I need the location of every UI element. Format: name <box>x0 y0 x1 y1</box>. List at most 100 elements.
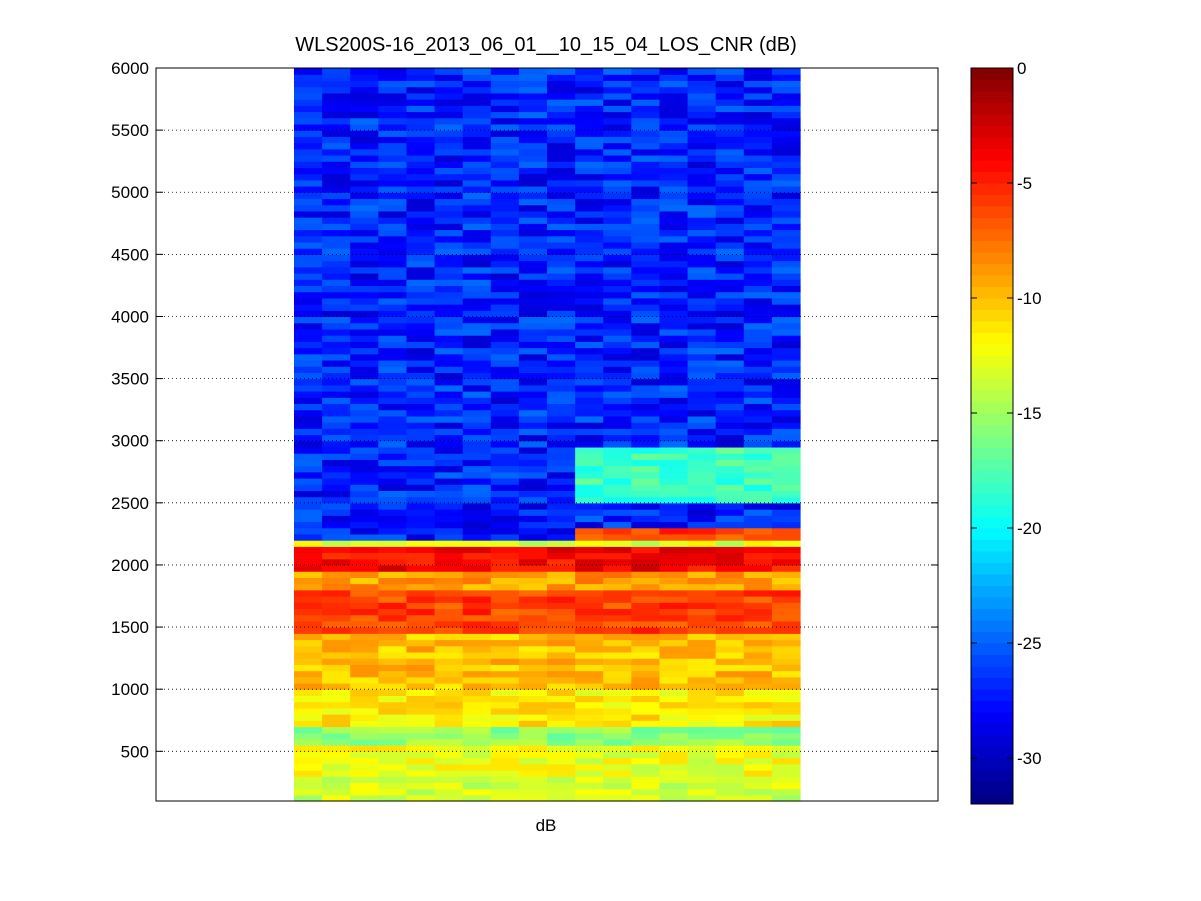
colorbar-swatch <box>971 436 1013 448</box>
heatmap-cell <box>603 353 632 361</box>
heatmap-cell <box>743 409 773 417</box>
heatmap-cell <box>715 409 745 417</box>
heatmap-cell <box>547 86 576 94</box>
heatmap-cell <box>603 241 632 249</box>
heatmap-cell <box>518 620 548 628</box>
heatmap-cell <box>659 695 689 703</box>
heatmap-cell <box>406 130 436 137</box>
heatmap-cell <box>350 794 379 802</box>
heatmap-cell <box>659 664 689 672</box>
heatmap-cell <box>687 235 717 243</box>
heatmap-cell <box>350 533 379 541</box>
heatmap-cell <box>322 186 351 193</box>
heatmap-cell <box>715 341 745 349</box>
heatmap-cell <box>631 571 661 578</box>
heatmap-cell <box>322 602 351 610</box>
heatmap-cell <box>518 670 548 678</box>
heatmap-cell <box>322 521 351 529</box>
heatmap-cell <box>350 670 379 678</box>
heatmap-cell <box>406 154 436 162</box>
heatmap-cell <box>687 763 717 771</box>
heatmap-cell <box>771 726 801 734</box>
heatmap-cell <box>631 117 661 125</box>
heatmap-cell <box>322 453 351 460</box>
heatmap-cell <box>687 341 717 349</box>
heatmap-cell <box>631 347 661 355</box>
heatmap-cell <box>294 614 323 622</box>
heatmap-cell <box>462 782 492 790</box>
heatmap-cell <box>743 111 773 119</box>
heatmap-cell <box>715 86 745 94</box>
heatmap-cell <box>743 366 773 373</box>
heatmap-cell <box>771 130 801 137</box>
heatmap-cell <box>490 86 520 94</box>
heatmap-cell <box>490 130 520 137</box>
colorbar-swatch <box>971 643 1013 655</box>
heatmap-cell <box>350 136 379 144</box>
heatmap-cell <box>547 192 576 200</box>
heatmap-cell <box>378 477 408 485</box>
heatmap-cell <box>687 272 717 280</box>
heatmap-cell <box>378 776 408 783</box>
heatmap-cell <box>771 248 801 255</box>
heatmap-cell <box>350 105 379 113</box>
heatmap-cell <box>294 651 323 659</box>
heatmap-cell <box>434 148 464 156</box>
heatmap-cell <box>547 502 576 510</box>
heatmap-cell <box>350 117 379 125</box>
heatmap-cell <box>322 589 351 597</box>
heatmap-cell <box>547 123 576 131</box>
heatmap-cell <box>631 757 661 765</box>
heatmap-cell <box>462 192 492 200</box>
heatmap-cell <box>743 186 773 193</box>
heatmap-cell <box>687 117 717 125</box>
heatmap-cell <box>406 459 436 467</box>
heatmap-cell <box>350 328 379 336</box>
heatmap-cell <box>659 602 689 610</box>
heatmap-cell <box>490 714 520 721</box>
heatmap-cell <box>743 241 773 249</box>
heatmap-cell <box>462 186 492 193</box>
heatmap-cell <box>771 502 801 510</box>
heatmap-cell <box>322 707 351 715</box>
heatmap-cell <box>434 658 464 665</box>
colorbar-swatch <box>971 206 1013 218</box>
heatmap-cell <box>547 415 576 423</box>
heatmap-cell <box>322 272 351 280</box>
heatmap-cell <box>771 720 801 728</box>
heatmap-cell <box>350 322 379 330</box>
heatmap-cell <box>603 111 632 119</box>
heatmap-cell <box>378 266 408 274</box>
heatmap-cell <box>659 453 689 460</box>
heatmap-cell <box>603 372 632 380</box>
heatmap-cell <box>294 335 323 342</box>
heatmap-cell <box>659 509 689 516</box>
heatmap-cell <box>294 533 323 541</box>
heatmap-cell <box>631 167 661 175</box>
heatmap-cell <box>518 608 548 616</box>
heatmap-cell <box>659 571 689 578</box>
heatmap-cell <box>603 285 632 293</box>
heatmap-cell <box>350 521 379 529</box>
heatmap-cell <box>687 726 717 734</box>
heatmap-cell <box>659 359 689 367</box>
heatmap-cell <box>406 695 436 703</box>
heatmap-cell <box>743 670 773 678</box>
heatmap-cell <box>378 378 408 386</box>
colorbar-swatch <box>971 298 1013 310</box>
heatmap-cell <box>575 353 604 361</box>
heatmap-cell <box>715 664 745 672</box>
heatmap-cell <box>743 645 773 653</box>
heatmap-cell <box>687 384 717 392</box>
heatmap-cell <box>490 316 520 324</box>
heatmap-cell <box>771 117 801 125</box>
heatmap-cell <box>490 335 520 342</box>
heatmap-cell <box>518 788 548 796</box>
heatmap-cell <box>462 658 492 665</box>
heatmap-cell <box>462 446 492 454</box>
heatmap-cell <box>518 434 548 442</box>
heatmap-cell <box>687 254 717 262</box>
heatmap-cell <box>434 74 464 82</box>
heatmap-cell <box>406 167 436 175</box>
heatmap-cell <box>322 316 351 324</box>
